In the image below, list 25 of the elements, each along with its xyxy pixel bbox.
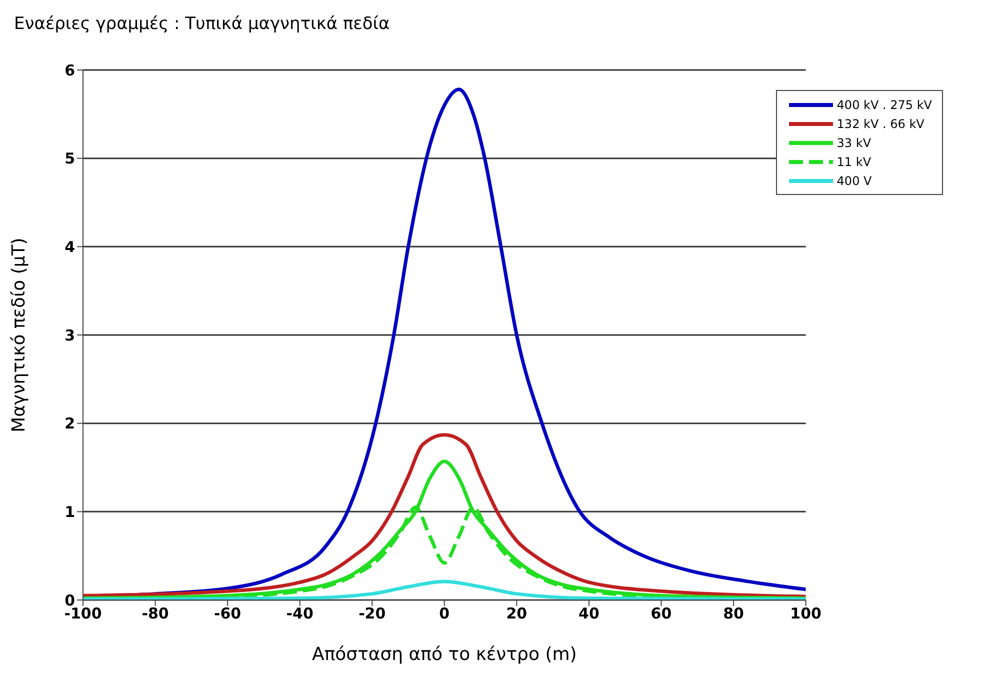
x-tick-label: 0 xyxy=(439,604,450,623)
x-tick-label: 100 xyxy=(790,604,822,623)
legend-label: 132 kV . 66 kV xyxy=(836,116,924,130)
y-axis-title: Μαγνητικό πεδίο (μT) xyxy=(8,238,30,432)
x-tick-label: 20 xyxy=(506,604,528,623)
legend-label: 400 V xyxy=(836,174,872,188)
x-tick-label: 40 xyxy=(578,604,600,623)
x-tick-label: -80 xyxy=(142,604,169,623)
chart-title: Εναέριες γραμμές : Τυπικά μαγνητικά πεδία xyxy=(13,13,391,36)
x-tick-label: 80 xyxy=(723,604,744,623)
y-tick-label: 3 xyxy=(64,326,75,344)
x-tick-label: -40 xyxy=(286,604,314,623)
legend-label: 400 kV . 275 kV xyxy=(836,98,932,112)
y-tick-label: 1 xyxy=(64,502,75,521)
x-tick-label: -100 xyxy=(64,604,102,623)
x-tick-label: 60 xyxy=(650,604,672,623)
legend-label: 11 kV xyxy=(836,154,872,168)
y-tick-label: 2 xyxy=(64,414,75,433)
x-tick-label: -60 xyxy=(214,604,242,623)
x-tick-label: -20 xyxy=(358,604,386,623)
y-tick-label: 6 xyxy=(64,61,75,80)
x-axis-title: Απόσταση από το κέντρο (m) xyxy=(312,644,577,665)
legend-label: 33 kV xyxy=(836,136,872,150)
y-tick-label: 4 xyxy=(64,238,75,256)
y-tick-label: 5 xyxy=(64,150,75,168)
